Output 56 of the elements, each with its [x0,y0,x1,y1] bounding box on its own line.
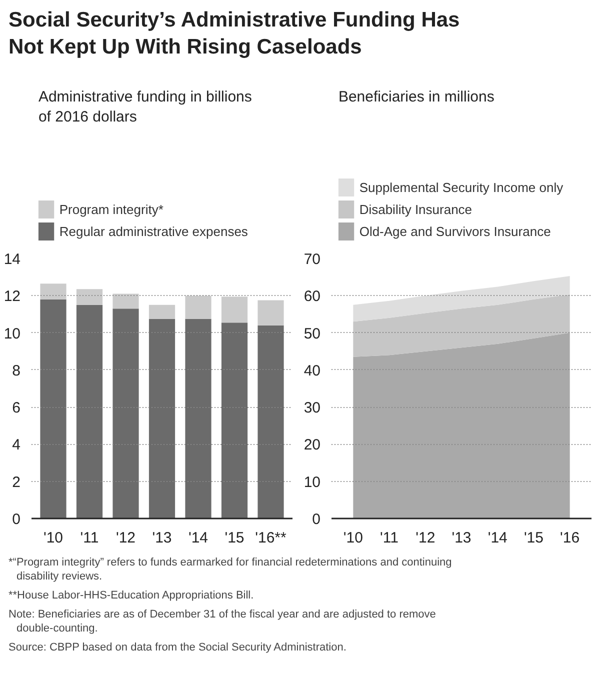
legend-label: Disability Insurance [359,202,472,217]
x-tick-label: '12 [416,530,436,546]
legend-label: Old-Age and Survivors Insurance [359,224,551,239]
y-tick-label: 70 [304,251,321,268]
x-tick-label: '14 [488,530,508,546]
x-tick-label: '13 [152,530,172,546]
legend-label: Supplemental Security Income only [359,180,564,195]
bar [258,325,284,518]
chart-subtitle: Administrative funding in billions of 2016 dollars [38,88,252,126]
y-tick-label: 12 [4,288,21,306]
bar [112,294,139,309]
x-tick-label: '13 [452,530,472,546]
text: *“Program integrity” refers to funds earmarked for financial redeterminations and continuing disability reviews. [8,556,452,582]
text: Note: Beneficiaries are as of December 31 of the fiscal year and are adjusted to remove double-counting. [8,608,436,634]
y-tick-label: 8 [12,362,20,380]
bar [112,308,139,518]
y-tick-label: 4 [12,436,20,454]
x-tick-label: '15 [224,530,244,546]
y-tick-label: 10 [4,325,21,342]
y-tick-label: 60 [304,288,321,306]
bar [40,299,66,518]
y-tick-label: 20 [304,436,321,454]
x-tick-label: '11 [80,530,99,546]
y-tick-label: 6 [12,400,20,417]
x-tick-label: '15 [524,530,544,546]
source-note: Source: CBPP based on data from the Social Security Administration. [8,642,346,654]
y-tick-label: 0 [12,511,20,528]
text: **House Labor-HHS-Education Appropriations Bill. [8,590,254,602]
x-tick-label: '16** [255,530,287,546]
legend-label: Regular administrative expenses [59,224,248,239]
bar [148,304,176,319]
bar [76,289,103,305]
y-tick-label: 14 [4,251,21,268]
x-tick-label: '10 [343,530,363,546]
bar [221,296,248,323]
y-tick-label: 2 [12,474,20,491]
legend-label: Program integrity* [59,202,164,217]
bar [258,300,284,326]
chart-title: Social Security’s Administrative Funding Has Not Kept Up With Rising Caseloads [8,8,460,58]
y-tick-label: 40 [304,362,321,380]
y-tick-label: 10 [304,474,321,491]
bar [40,284,66,300]
chart-subtitle: Beneficiaries in millions [338,88,494,106]
bar [148,318,176,518]
x-tick-label: '10 [43,530,64,546]
x-tick-label: '12 [116,530,136,546]
x-tick-label: '14 [188,530,208,546]
bar [185,318,212,518]
bar [76,304,103,518]
x-tick-label: '16 [560,530,580,546]
bar [221,322,248,518]
x-tick-label: '11 [380,530,398,546]
y-tick-label: 30 [304,400,321,417]
bar [185,296,212,319]
y-tick-label: 50 [304,325,321,342]
y-tick-label: 0 [312,511,320,528]
